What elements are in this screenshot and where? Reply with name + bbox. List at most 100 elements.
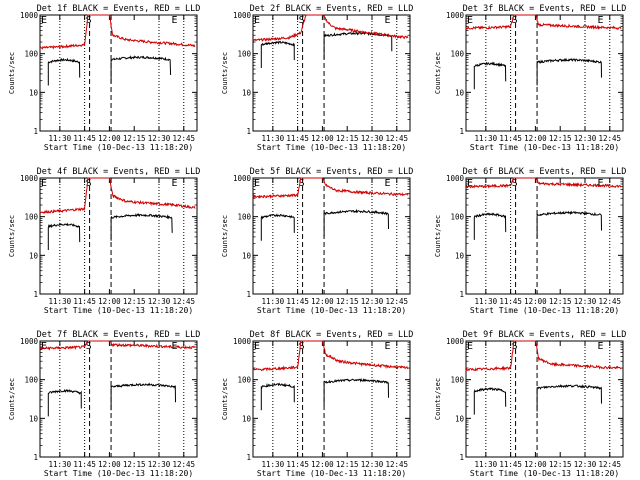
panel-det-6: Det 6f BLACK = Events, RED = LLD 1 10 100 10… (434, 167, 626, 315)
x-axis-label: Start Time (10-Dec-13 11:18:20) (470, 306, 619, 315)
x-tick-label: 12:15 (549, 460, 572, 469)
marker-e: E (385, 178, 391, 189)
x-axis-label: Start Time (10-Dec-13 11:18:20) (257, 143, 406, 152)
x-tick-label: 11:30 (262, 134, 285, 143)
y-tick-label: 10 (29, 251, 39, 260)
marker-s: S (86, 178, 92, 189)
y-axis-label: Counts/sec (434, 215, 442, 257)
x-tick-label: 11:30 (49, 297, 72, 306)
y-tick-label: 1 (246, 127, 251, 136)
series-lld-line (252, 340, 409, 372)
plot-frame (252, 340, 411, 458)
x-axis-label: Start Time (10-Dec-13 11:18:20) (257, 306, 406, 315)
x-tick-label: 11:30 (49, 134, 72, 143)
y-tick-label: 1000 (233, 174, 252, 183)
series-events-line (260, 213, 295, 241)
y-tick-label: 1 (246, 453, 251, 462)
series-lld-line (39, 340, 196, 351)
y-tick-label: 100 (24, 213, 38, 222)
y-tick-label: 1 (33, 290, 38, 299)
marker-e: E (172, 341, 178, 352)
panel-title: Det 9f BLACK = Events, RED = LLD (463, 330, 627, 340)
series-events-line (536, 57, 602, 86)
y-tick-label: 1 (33, 453, 38, 462)
x-tick-label: 12:00 (98, 297, 121, 306)
panel-det-9: Det 9f BLACK = Events, RED = LLD 1 10 100 10… (434, 330, 626, 478)
y-tick-label: 10 (455, 251, 465, 260)
panel-det-7: Det 7f BLACK = Events, RED = LLD 1 10 100 10… (8, 330, 200, 478)
plot-frame (465, 177, 624, 295)
marker-s: S (512, 341, 518, 352)
series-events-line (323, 377, 389, 406)
marker-e: E (598, 15, 604, 26)
x-tick-label: 12:45 (598, 297, 621, 306)
y-axis-label: Counts/sec (221, 378, 229, 420)
x-tick-label: 11:45 (286, 297, 309, 306)
marker-e: E (41, 15, 47, 26)
y-axis-label: Counts/sec (8, 52, 16, 94)
x-tick-label: 12:30 (148, 460, 171, 469)
panel-title: Det 7f BLACK = Events, RED = LLD (37, 330, 201, 340)
y-axis-label: Counts/sec (221, 52, 229, 94)
x-tick-label: 11:30 (262, 297, 285, 306)
x-tick-label: 11:45 (499, 460, 522, 469)
y-axis-label: Counts/sec (434, 52, 442, 94)
x-tick-label: 12:30 (148, 297, 171, 306)
x-tick-label: 11:45 (499, 134, 522, 143)
y-axis-label: Counts/sec (8, 215, 16, 257)
x-tick-label: 12:30 (361, 297, 384, 306)
y-tick-label: 10 (455, 414, 465, 423)
x-tick-label: 12:15 (123, 134, 146, 143)
marker-e: E (385, 341, 391, 352)
y-tick-label: 1 (459, 290, 464, 299)
y-tick-label: 1 (459, 127, 464, 136)
marker-e: E (254, 178, 260, 189)
x-tick-label: 12:15 (123, 297, 146, 306)
marker-e: E (254, 15, 260, 26)
x-tick-label: 11:30 (475, 297, 498, 306)
x-tick-label: 12:30 (361, 460, 384, 469)
panel-det-2: Det 2f BLACK = Events, RED = LLD 1 10 100 10… (221, 4, 413, 152)
marker-e: E (172, 15, 178, 26)
y-tick-label: 1000 (20, 174, 39, 183)
y-axis-label: Counts/sec (8, 378, 16, 420)
plot-frame (252, 14, 411, 132)
y-tick-label: 100 (237, 50, 251, 59)
x-tick-label: 12:15 (549, 134, 572, 143)
series-events-line (260, 382, 295, 411)
series-events-line (473, 61, 507, 90)
x-axis-label: Start Time (10-Dec-13 11:18:20) (44, 143, 193, 152)
marker-s: S (299, 15, 305, 26)
x-tick-label: 12:30 (361, 134, 384, 143)
x-tick-label: 12:45 (385, 134, 408, 143)
series-events-line (110, 212, 173, 241)
x-tick-label: 11:45 (73, 134, 96, 143)
x-tick-label: 12:45 (385, 297, 408, 306)
marker-e: E (385, 15, 391, 26)
y-tick-label: 1000 (233, 11, 252, 20)
panel-title: Det 5f BLACK = Events, RED = LLD (250, 167, 414, 177)
series-lld-line (252, 14, 409, 43)
x-tick-label: 12:45 (172, 297, 195, 306)
marker-e: E (254, 341, 260, 352)
panel-title: Det 3f BLACK = Events, RED = LLD (463, 4, 627, 14)
x-tick-label: 11:45 (73, 297, 96, 306)
x-tick-label: 12:00 (311, 297, 334, 306)
x-axis-label: Start Time (10-Dec-13 11:18:20) (44, 469, 193, 478)
plot-frame (252, 177, 411, 295)
y-tick-label: 1 (246, 290, 251, 299)
series-lld-line (465, 340, 622, 372)
plot-frame (39, 177, 198, 295)
series-events-line (110, 55, 172, 83)
x-tick-label: 12:15 (336, 460, 359, 469)
marker-e: E (467, 178, 473, 189)
x-tick-label: 12:00 (524, 460, 547, 469)
y-tick-label: 100 (237, 376, 251, 385)
y-tick-label: 10 (29, 88, 39, 97)
x-tick-label: 12:45 (172, 460, 195, 469)
marker-e: E (41, 341, 47, 352)
y-tick-label: 100 (450, 213, 464, 222)
x-tick-label: 12:30 (574, 460, 597, 469)
y-tick-label: 10 (242, 414, 252, 423)
